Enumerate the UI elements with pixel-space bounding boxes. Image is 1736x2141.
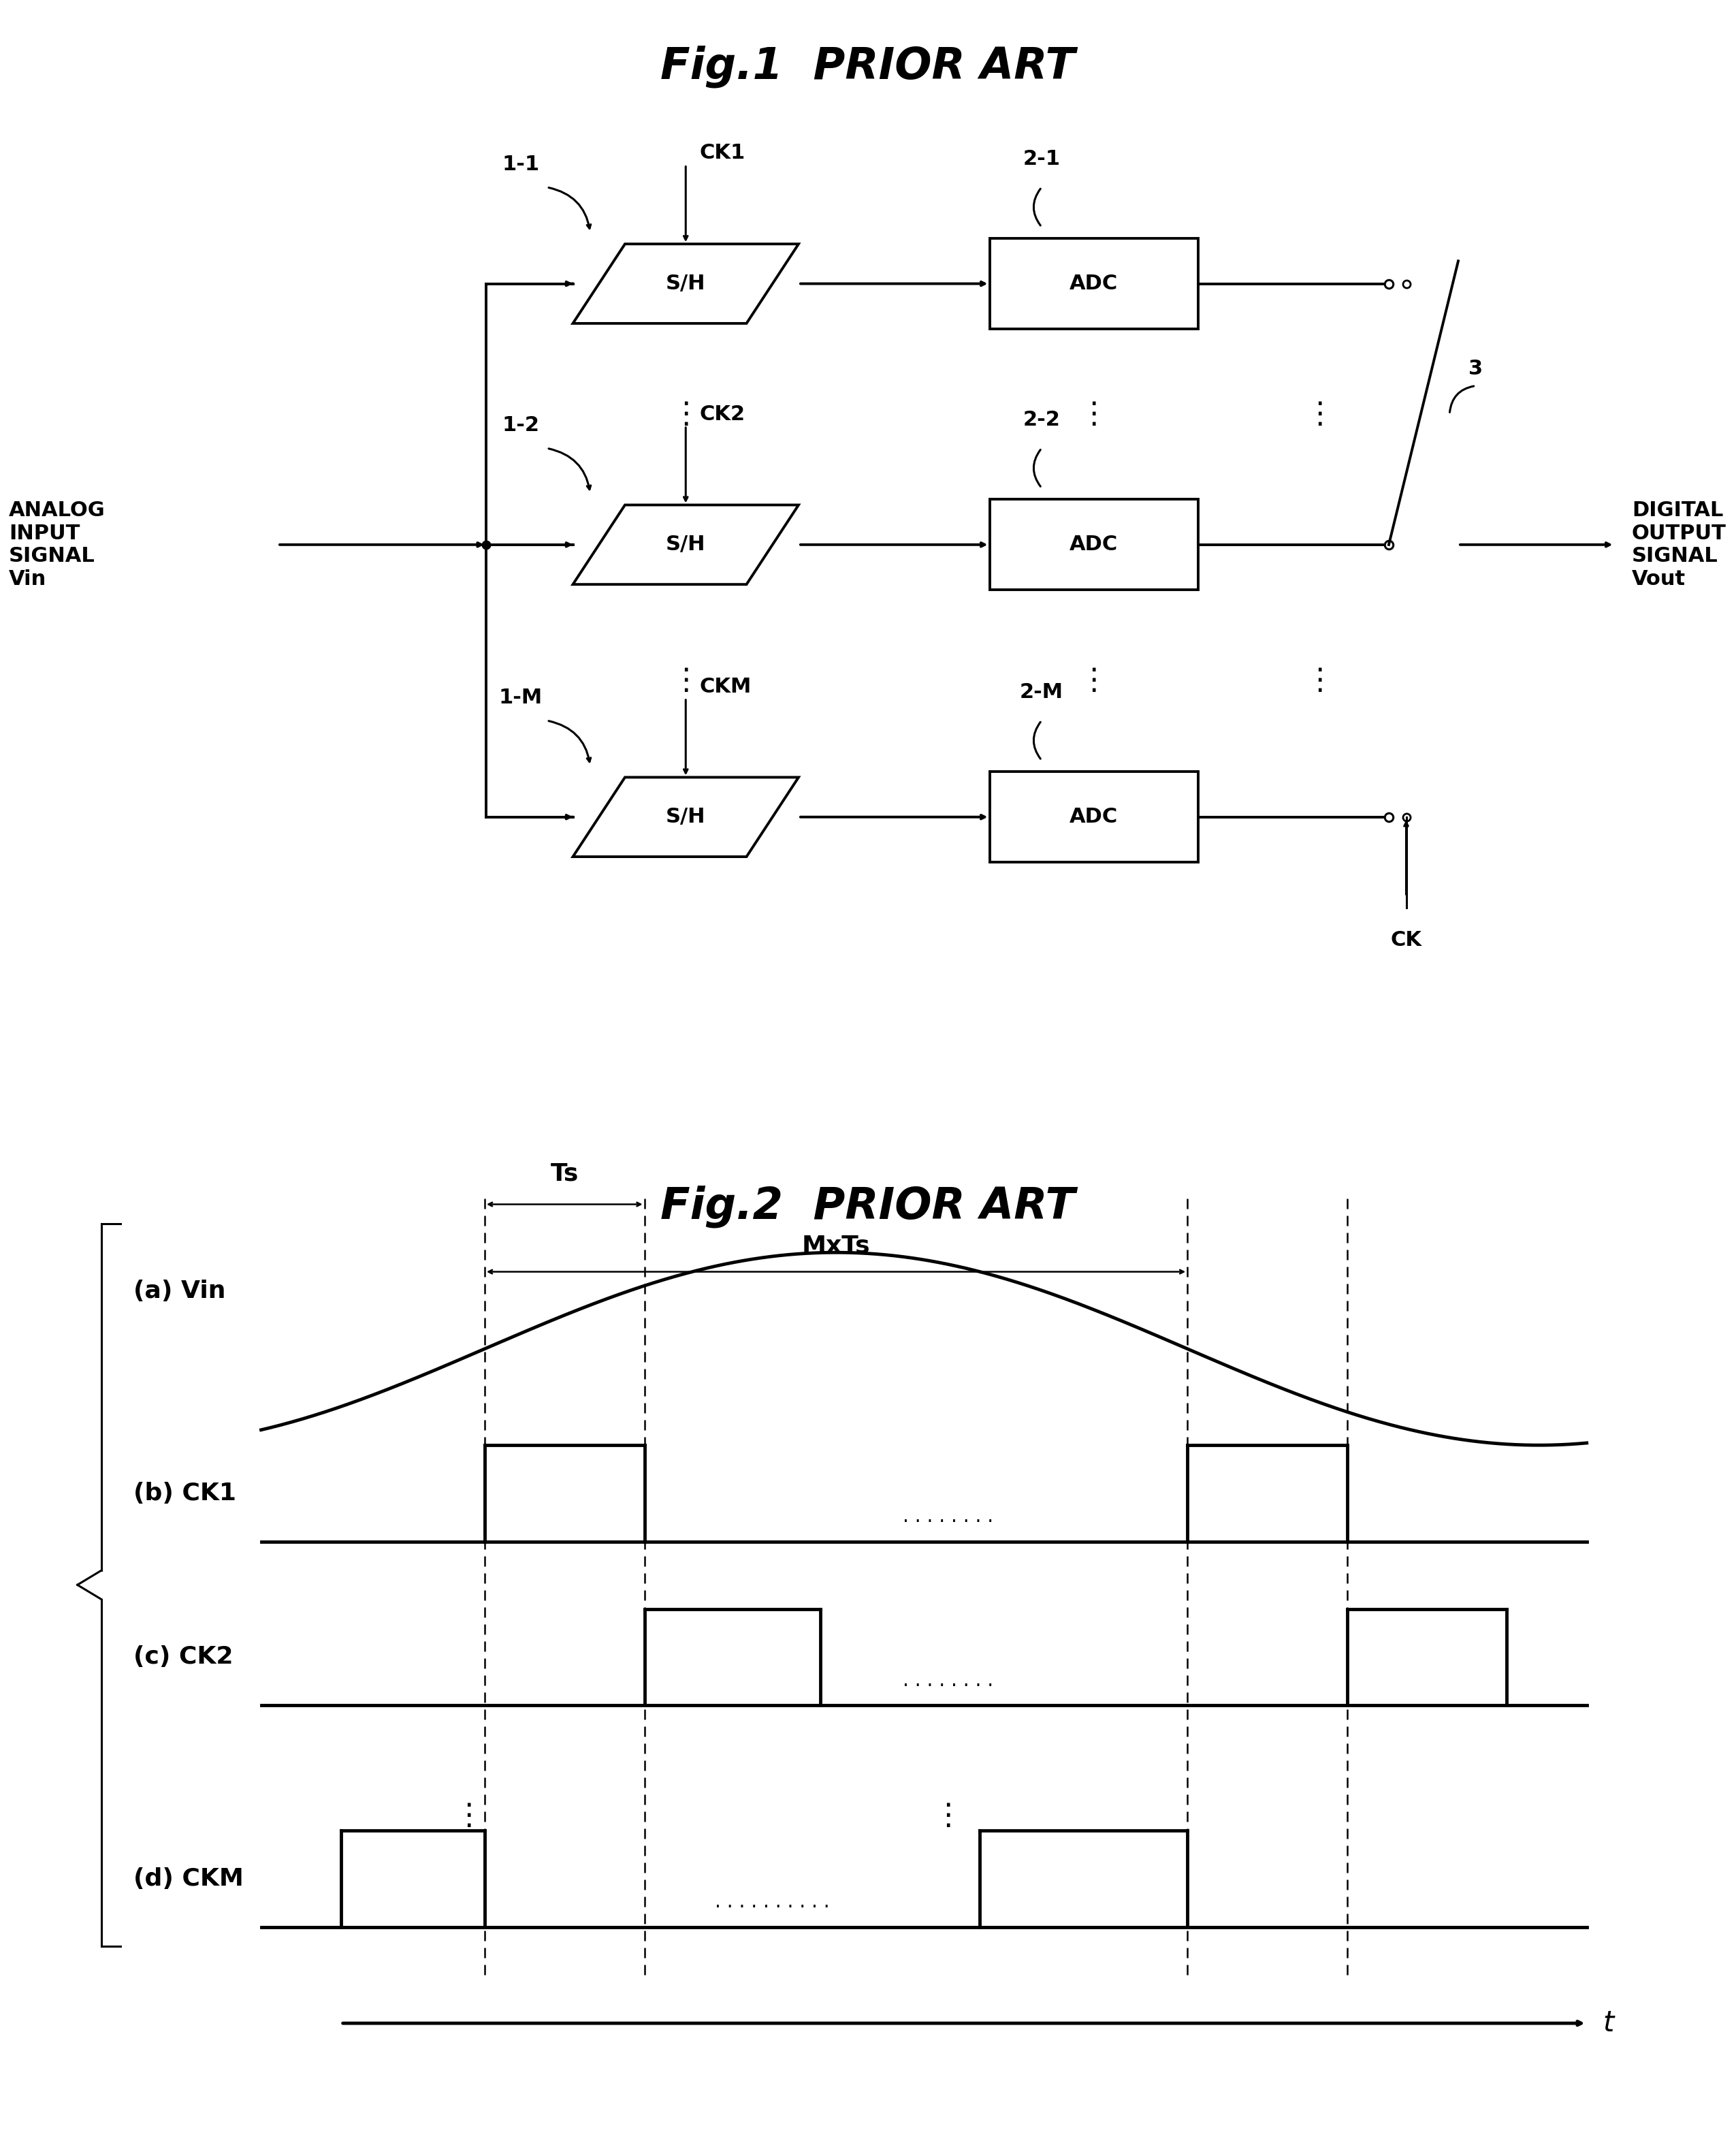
Text: 1-1: 1-1: [502, 154, 540, 173]
FancyBboxPatch shape: [990, 771, 1198, 863]
Text: (b) CK1: (b) CK1: [134, 1482, 236, 1505]
Text: ADC: ADC: [1069, 274, 1118, 293]
Text: ⋮: ⋮: [1078, 666, 1109, 696]
Text: · · · · · · · · · ·: · · · · · · · · · ·: [715, 1899, 830, 1916]
Polygon shape: [573, 505, 799, 584]
Text: ADC: ADC: [1069, 535, 1118, 555]
Text: ⋮: ⋮: [932, 1801, 963, 1831]
Text: 1-2: 1-2: [502, 415, 540, 435]
Text: · · · · · · · ·: · · · · · · · ·: [903, 1514, 993, 1531]
Text: ⋮: ⋮: [670, 400, 701, 428]
Text: S/H: S/H: [667, 807, 705, 826]
Text: (d) CKM: (d) CKM: [134, 1867, 243, 1891]
Text: S/H: S/H: [667, 274, 705, 293]
Text: Fig.1  PRIOR ART: Fig.1 PRIOR ART: [661, 45, 1075, 88]
FancyBboxPatch shape: [990, 238, 1198, 330]
Text: Ts: Ts: [550, 1163, 578, 1184]
Text: ANALOG
INPUT
SIGNAL
Vin: ANALOG INPUT SIGNAL Vin: [9, 501, 106, 589]
Text: CK1: CK1: [700, 143, 745, 163]
Text: (a) Vin: (a) Vin: [134, 1280, 226, 1302]
Text: 3: 3: [1469, 360, 1483, 379]
Text: 1-M: 1-M: [498, 687, 543, 709]
Text: 2-M: 2-M: [1019, 683, 1064, 702]
Text: ⋮: ⋮: [1304, 400, 1335, 428]
Text: CK: CK: [1391, 931, 1422, 951]
FancyBboxPatch shape: [990, 499, 1198, 591]
Text: 2-2: 2-2: [1023, 409, 1061, 430]
Text: CKM: CKM: [700, 677, 752, 696]
Text: · · · · · · · ·: · · · · · · · ·: [903, 1676, 993, 1696]
Text: Fig.2  PRIOR ART: Fig.2 PRIOR ART: [661, 1184, 1075, 1227]
Text: ⋮: ⋮: [670, 666, 701, 696]
Text: ⋮: ⋮: [453, 1801, 484, 1831]
Text: (c) CK2: (c) CK2: [134, 1646, 233, 1668]
Text: S/H: S/H: [667, 535, 705, 555]
Polygon shape: [573, 777, 799, 856]
Text: ADC: ADC: [1069, 807, 1118, 826]
Text: t: t: [1602, 2008, 1614, 2038]
Text: ⋮: ⋮: [1304, 666, 1335, 696]
Text: DIGITAL
OUTPUT
SIGNAL
Vout: DIGITAL OUTPUT SIGNAL Vout: [1632, 501, 1726, 589]
Text: 2-1: 2-1: [1023, 150, 1061, 169]
Text: MxTs: MxTs: [802, 1233, 870, 1257]
Polygon shape: [573, 244, 799, 323]
Text: ⋮: ⋮: [1078, 400, 1109, 428]
Text: CK2: CK2: [700, 405, 745, 424]
